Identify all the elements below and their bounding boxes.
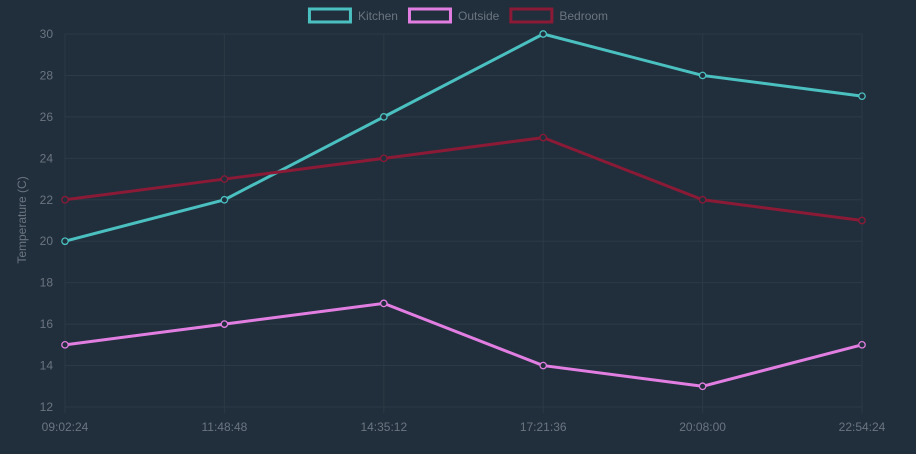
x-axis: 09:02:24 11:48:48 14:35:12 17:21:36 20:08:00… [42, 420, 886, 434]
data-point-bedroom[interactable] [698, 195, 707, 204]
series-line-outside [64, 301, 863, 388]
legend-swatch [509, 7, 554, 24]
y-tick-label: 26 [40, 110, 54, 124]
legend-item-bedroom[interactable]: Bedroom [509, 7, 608, 24]
data-point-outside[interactable] [379, 299, 388, 308]
data-point-outside[interactable] [539, 361, 548, 370]
legend-item-outside[interactable]: Outside [407, 7, 500, 24]
y-tick-label: 20 [40, 234, 54, 248]
data-point-bedroom[interactable] [539, 133, 548, 142]
legend-item-kitchen[interactable]: Kitchen [307, 7, 398, 24]
legend-label: Bedroom [559, 9, 608, 23]
y-tick-label: 12 [40, 400, 54, 414]
series-line-kitchen [64, 32, 863, 243]
data-point-kitchen[interactable] [61, 237, 69, 246]
x-tick-label: 17:21:36 [520, 420, 567, 434]
y-tick-label: 30 [40, 27, 54, 41]
legend-label: Outside [458, 9, 500, 23]
legend-swatch [407, 7, 452, 24]
y-axis: 12 14 16 18 20 22 24 26 28 30 [40, 27, 54, 414]
data-point-bedroom[interactable] [379, 154, 388, 163]
y-tick-label: 24 [40, 151, 54, 165]
y-tick-label: 22 [40, 193, 54, 207]
legend-label: Kitchen [358, 9, 398, 23]
data-point-outside[interactable] [220, 320, 229, 328]
y-tick-label: 14 [40, 359, 54, 373]
x-tick-label: 14:35:12 [360, 420, 407, 434]
grid [64, 33, 863, 413]
data-point-kitchen[interactable] [698, 71, 707, 80]
x-tick-label: 11:48:48 [201, 420, 247, 434]
y-tick-label: 28 [40, 68, 54, 82]
data-point-outside[interactable] [698, 382, 707, 391]
series-line-bedroom [64, 136, 863, 222]
data-point-kitchen[interactable] [858, 92, 866, 101]
data-point-bedroom[interactable] [858, 216, 866, 225]
data-point-outside[interactable] [61, 340, 69, 349]
x-tick-label: 20:08:00 [679, 420, 726, 434]
data-point-kitchen[interactable] [220, 195, 229, 204]
y-tick-label: 18 [40, 276, 54, 290]
data-point-bedroom[interactable] [220, 175, 229, 183]
x-tick-label: 22:54:24 [839, 420, 886, 434]
series-lines [61, 30, 866, 391]
x-tick-label: 09:02:24 [42, 420, 89, 434]
data-point-bedroom[interactable] [61, 195, 69, 204]
y-tick-label: 16 [40, 317, 54, 331]
data-point-kitchen[interactable] [379, 113, 388, 121]
data-point-kitchen[interactable] [539, 30, 548, 38]
legend-swatch [307, 7, 352, 24]
data-point-outside[interactable] [858, 340, 866, 349]
y-axis-title: Temperature (C) [15, 176, 29, 263]
legend[interactable]: Kitchen Outside Bedroom [307, 7, 608, 24]
